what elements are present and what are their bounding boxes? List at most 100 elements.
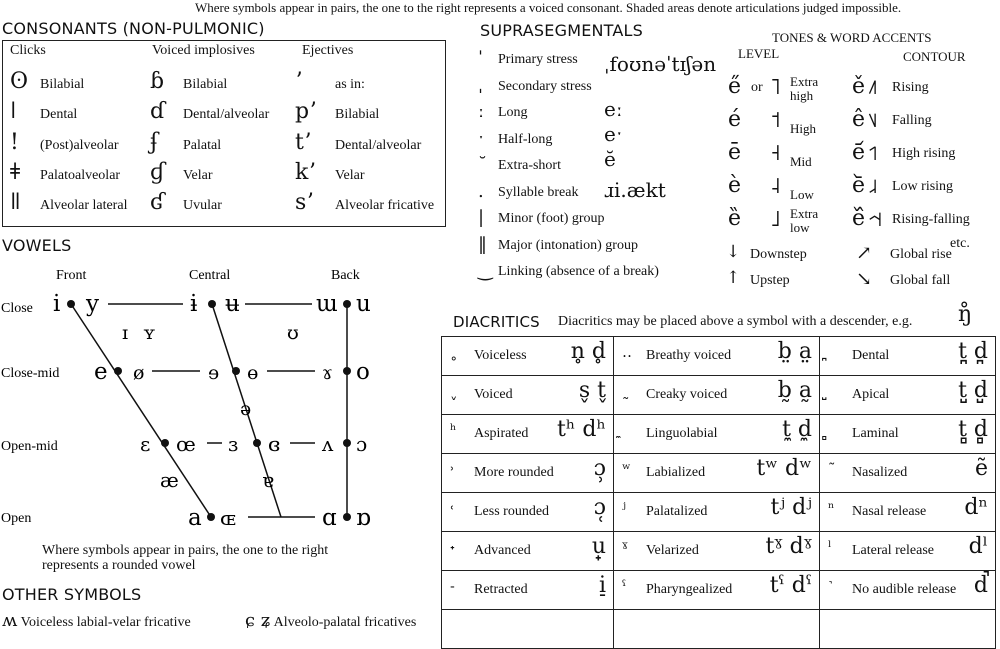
global-label: Global rise (890, 247, 952, 262)
vowel-chart: Front Central Back Close Close-mid Open-… (1, 268, 371, 531)
level-tone-vowel: e̋ (728, 74, 742, 99)
supra-symbol: ˘ (478, 154, 487, 175)
diacritic-cell: ʲ Palatalized tʲ dʲ (613, 492, 820, 532)
other-symbols-title: OTHER SYMBOLS (2, 585, 142, 604)
diacritic-entry: ˬ Voiced s̬ t̬ (442, 376, 613, 414)
other-symbol-label: Alveolo-palatal fricatives (273, 615, 417, 630)
diacritic-cell: ˓ Less rounded ɔ̜ (441, 492, 614, 532)
diacritic-label: Laminal (852, 426, 899, 441)
diacritic-example: d̚ (973, 573, 988, 598)
front-line (70, 303, 212, 518)
contour-tone-vowel: ě (852, 74, 866, 99)
implosives-label: Bilabial (183, 77, 228, 92)
diacritic-label: Aspirated (474, 426, 529, 441)
diacritics-title: DIACRITICS (453, 313, 540, 331)
diacritic-cell: ⁿ Nasal release dⁿ (819, 492, 996, 532)
ejectives-label: as in: (335, 77, 365, 92)
diacritic-cell: ˖ Advanced u̟ (441, 531, 614, 571)
vowel: u (356, 291, 371, 317)
diacritic-entry: ˗ Retracted i̠ (442, 571, 613, 609)
diacritic-entry: ˒ More rounded ɔ̹ (442, 454, 613, 492)
vowel: e (94, 359, 108, 385)
col-front: Front (56, 268, 86, 283)
other-symbol-item: ʍ Voiceless labial-velar fricative (2, 610, 191, 631)
supra-label: Extra-short (498, 158, 561, 173)
supra-example: eˑ (604, 122, 623, 146)
vowel: ɤ (322, 362, 333, 384)
contour-tone-vowel: e᷄ (852, 140, 866, 165)
diacritic-label: Less rounded (474, 504, 550, 519)
diacritic-cell (819, 609, 996, 649)
vowel: ø (133, 362, 144, 384)
clicks-symbol: ǀ (10, 99, 17, 124)
diacritic-entry: ˜ Nasalized ẽ (820, 454, 995, 492)
implosives-symbol: ɓ (150, 69, 165, 94)
diacritic-label: Palatalized (646, 504, 708, 519)
vowel: ʌ (321, 432, 334, 456)
consonants-box (2, 40, 446, 227)
ejectives-label: Velar (335, 168, 365, 183)
vowel: ʏ (143, 322, 155, 344)
vowel: a (188, 505, 202, 531)
vowel: ɶ (220, 506, 236, 530)
vowels-title: VOWELS (2, 236, 72, 255)
diacritic-mark: ˺ (828, 577, 833, 595)
step-label: Downstep (750, 247, 807, 262)
supra-symbol: . (478, 180, 484, 202)
diacritic-example: t̼ d̼ (782, 417, 812, 442)
diacritic-cell: ˡ Lateral release dˡ (819, 531, 996, 571)
supra-example: ĕ (604, 147, 616, 171)
vowel: ʉ (225, 291, 240, 317)
vowel: ɨ (190, 291, 197, 317)
vowel: œ (176, 432, 196, 456)
diacritic-cell: ˗ Retracted i̠ (441, 570, 614, 610)
vowel: ɯ (316, 291, 338, 317)
vowel: ɵ (247, 362, 258, 384)
diacritic-mark: ˖ (450, 538, 455, 556)
vowel-dots (67, 300, 351, 521)
diacritic-mark: ⁿ (828, 499, 835, 517)
vowel: ɪ (122, 322, 128, 344)
diacritic-label: Advanced (474, 543, 531, 558)
implosives-symbol: ɗ (150, 99, 166, 124)
diacritic-mark: ˬ (450, 382, 458, 400)
diacritic-cell: ˒ More rounded ɔ̹ (441, 453, 614, 493)
diacritic-example: b̤ a̤ (777, 339, 812, 364)
diacritics-row: ˓ Less rounded ɔ̜ ʲ Palatalized tʲ dʲ ⁿ Nasal r… (441, 492, 996, 532)
vowel: ɜ (228, 432, 238, 456)
diacritic-entry: ʷ Labialized tʷ dʷ (614, 454, 819, 492)
diacritic-label: Nasalized (852, 465, 908, 480)
supra-label: Linking (absence of a break) (498, 264, 659, 279)
level-tone-label: high (790, 88, 814, 103)
ejectives-label: Bilabial (335, 107, 380, 122)
contour-tone-label: Falling (892, 113, 932, 128)
clicks-label: (Post)alveolar (40, 138, 119, 153)
clicks-label: Bilabial (40, 77, 85, 92)
diacritic-entry: ʰ Aspirated tʰ dʰ (442, 415, 613, 453)
diacritic-cell: ˠ Velarized tˠ dˠ (613, 531, 820, 571)
diacritic-cell: ˬ Voiced s̬ t̬ (441, 375, 614, 415)
vowel: ɛ (140, 432, 150, 456)
diacritic-label: Velarized (646, 543, 699, 558)
vowel: ɞ (268, 432, 280, 456)
diacritic-example: n̥ d̥ (570, 339, 606, 364)
contour-tone-label: Low rising (892, 179, 954, 194)
diacritic-example: tˤ dˤ (769, 573, 812, 598)
global-fall-arrow-icon: ↘ (856, 268, 872, 290)
diacritic-entry: ˡ Lateral release dˡ (820, 532, 995, 570)
clicks-label: Dental (40, 107, 78, 122)
diacritic-label: No audible release (852, 582, 957, 597)
global-rise-arrow-icon: ↗ (856, 242, 872, 264)
vowel-trapezoid-lines (70, 303, 348, 518)
contour-tone-vowel: ê (852, 107, 866, 132)
supra-symbol: ‖ (478, 233, 487, 255)
contour-tone-letter: ˩˥ (868, 75, 878, 99)
row-close-mid: Close-mid (1, 366, 59, 381)
diacritic-label: Voiceless (474, 348, 527, 363)
diacritic-example: t̪ d̪ (958, 339, 988, 364)
row-close: Close (1, 301, 33, 316)
level-tone-letter: ˩ (770, 207, 781, 232)
